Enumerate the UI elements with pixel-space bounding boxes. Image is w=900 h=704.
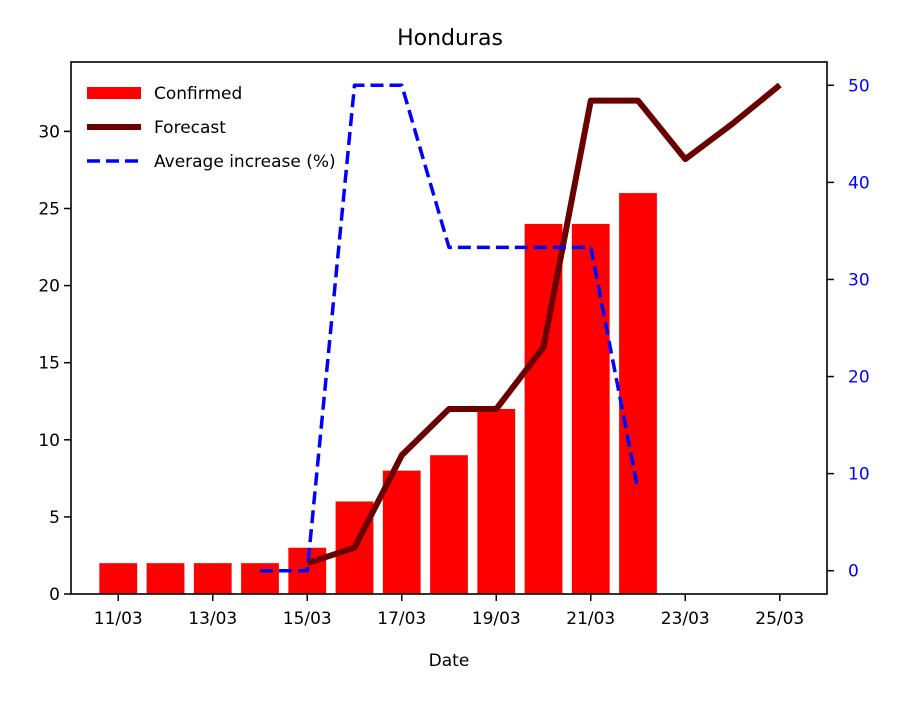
confirmed-bar	[193, 563, 232, 594]
x-axis-label: Date	[429, 651, 470, 671]
y2-tick-label: 10	[848, 465, 870, 485]
confirmed-bar	[571, 223, 610, 594]
confirmed-bar	[146, 563, 185, 594]
y-tick-label: 10	[38, 431, 60, 451]
confirmed-bar	[99, 563, 138, 594]
x-axis: 11/03 13/03 15/03 17/03 19/03 21/03 23/03 25/03	[94, 594, 804, 629]
y-axis-right: 0 10 20 30 40 50	[827, 76, 870, 582]
y2-tick-label: 30	[848, 270, 870, 290]
forecast-line	[306, 82, 782, 567]
legend-swatch	[87, 87, 141, 99]
legend-label: Forecast	[154, 118, 226, 138]
legend-label: Confirmed	[154, 84, 242, 104]
x-tick-label: 17/03	[377, 609, 426, 629]
x-tick-label: 11/03	[94, 609, 143, 629]
x-tick-label: 15/03	[283, 609, 332, 629]
y-tick-label: 20	[38, 277, 60, 297]
plot-frame	[70, 61, 828, 595]
y-tick-label: 30	[38, 122, 60, 142]
confirmed-bar	[430, 455, 468, 594]
x-tick-label: 13/03	[188, 609, 237, 629]
confirmed-bar	[382, 470, 421, 594]
y-tick-label: 25	[38, 199, 60, 219]
legend-label: Average increase (%)	[154, 152, 336, 172]
confirmed-bar	[241, 563, 279, 594]
y-tick-label: 15	[38, 354, 60, 374]
x-tick-label: 19/03	[472, 609, 521, 629]
y-tick-label: 0	[49, 585, 60, 605]
confirmed-bars	[99, 193, 657, 594]
chart-title: Honduras	[397, 26, 503, 51]
x-tick-label: 21/03	[566, 609, 615, 629]
y2-tick-label: 20	[848, 368, 870, 388]
y2-tick-label: 0	[848, 562, 859, 582]
confirmed-bar	[619, 193, 657, 594]
average-increase-line	[260, 83, 640, 573]
y2-tick-label: 40	[848, 173, 870, 193]
x-tick-label: 25/03	[755, 609, 804, 629]
x-tick-label: 23/03	[661, 609, 710, 629]
confirmed-bar	[477, 408, 516, 594]
y-tick-label: 5	[49, 508, 60, 528]
y2-tick-label: 50	[848, 76, 870, 96]
series-lines	[260, 82, 782, 573]
legend: Confirmed Forecast Average increase (%)	[87, 84, 336, 172]
y-axis-left: 0 5 10 15 20 25 30	[38, 122, 71, 605]
